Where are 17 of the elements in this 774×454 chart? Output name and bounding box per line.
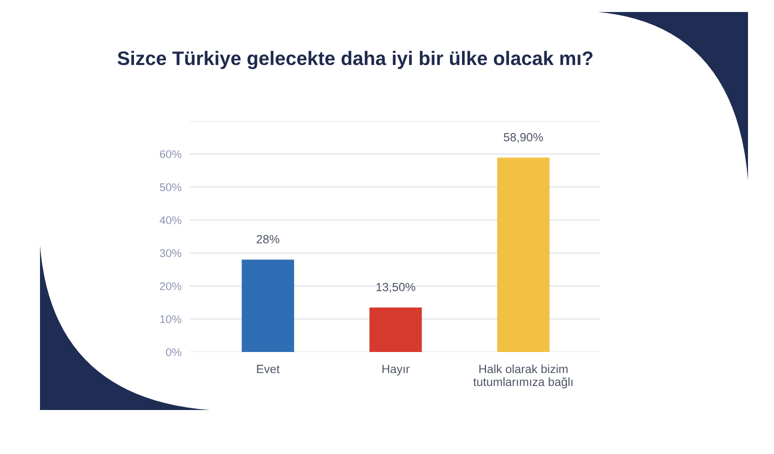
y-tick-label: 0%: [166, 348, 182, 356]
y-tick-label: 10%: [160, 315, 182, 324]
chart-title: Sizce Türkiye gelecekte daha iyi bir ülke olacak mı?: [118, 50, 592, 70]
data-label: 28%: [256, 235, 280, 244]
bar: [369, 307, 422, 352]
y-tick-label: 30%: [160, 249, 182, 258]
x-tick-label: Halk olarak bizim tutumlarımıza bağlı: [473, 364, 572, 388]
x-tick-label: Evet: [257, 364, 280, 374]
data-label: 13,50%: [376, 282, 416, 293]
x-tick-label: Hayır: [382, 364, 410, 376]
y-tick-label: 20%: [160, 282, 182, 290]
data-label: 58,90%: [504, 133, 543, 143]
y-tick-label: 60%: [160, 150, 182, 158]
y-tick-label: 40%: [160, 216, 182, 224]
bar: [497, 158, 550, 352]
bar: [242, 260, 294, 352]
y-tick-label: 50%: [160, 183, 182, 192]
